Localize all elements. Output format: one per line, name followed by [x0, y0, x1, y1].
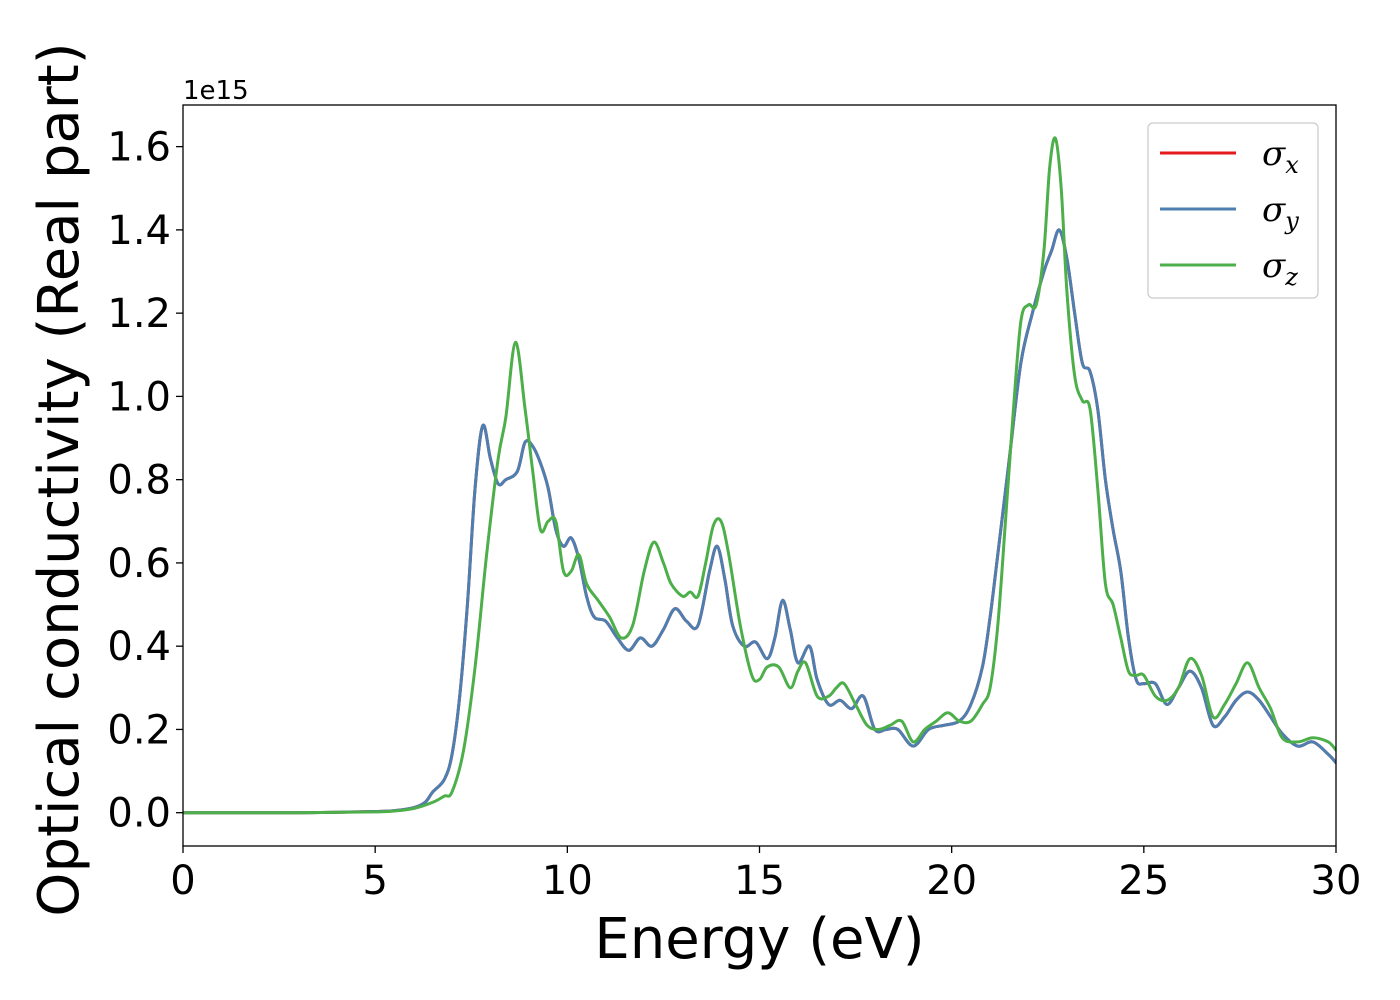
legend-label-z: σz — [1262, 246, 1298, 291]
x-tick-label: 20 — [926, 858, 977, 904]
legend-symbol: σ — [1262, 246, 1286, 286]
y-tick-label: 1.6 — [107, 125, 171, 171]
x-axis-label: Energy (eV) — [594, 907, 924, 972]
y-tick-label: 0.2 — [107, 707, 171, 753]
series-line-z — [183, 136, 1336, 815]
legend-symbol: σ — [1262, 134, 1286, 174]
x-tick-label: 25 — [1118, 858, 1169, 904]
y-tick-label: 1.4 — [107, 208, 171, 254]
legend-subscript: y — [1284, 207, 1299, 235]
y-axis-ticks: 0.0 0.2 0.4 0.6 0.8 1.0 1.2 1.4 1.6 — [107, 125, 183, 837]
x-axis-ticks: 0 5 10 15 20 25 30 — [170, 846, 1361, 904]
y-tick-label: 0.0 — [107, 791, 171, 837]
series-line-y — [183, 228, 1336, 815]
legend-label-y: σy — [1262, 190, 1299, 235]
x-tick-label: 5 — [362, 858, 387, 904]
y-tick-label: 1.0 — [107, 374, 171, 420]
x-tick-label: 30 — [1311, 858, 1362, 904]
y-axis-offset-text: 1e15 — [183, 76, 249, 106]
y-axis-label: Optical conductivity (Real part) — [27, 42, 92, 916]
y-tick-label: 0.6 — [107, 541, 171, 587]
y-tick-label: 1.2 — [107, 291, 171, 337]
legend-subscript: x — [1285, 151, 1299, 179]
x-tick-label: 10 — [542, 858, 593, 904]
legend-symbol: σ — [1262, 190, 1286, 230]
legend-label-x: σx — [1262, 134, 1299, 179]
legend-subscript: z — [1284, 263, 1298, 291]
x-tick-label: 0 — [170, 858, 195, 904]
x-tick-label: 15 — [734, 858, 785, 904]
y-tick-label: 0.8 — [107, 458, 171, 504]
y-tick-label: 0.4 — [107, 624, 171, 670]
series-layer — [183, 136, 1336, 815]
